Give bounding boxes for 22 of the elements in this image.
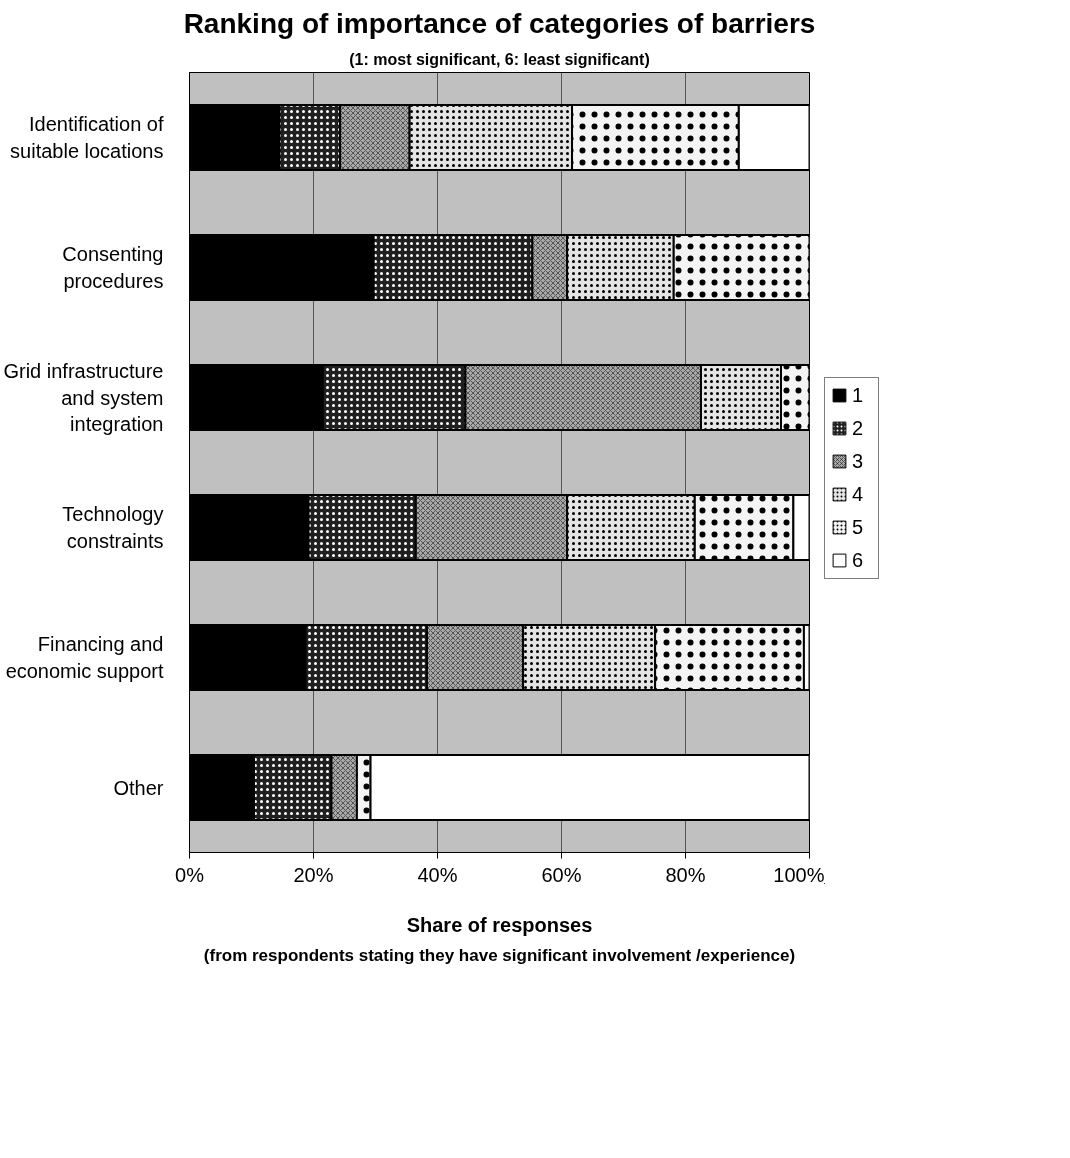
legend-label: 2 [852, 416, 865, 440]
y-tick-label: Identification of suitable locations [10, 113, 164, 162]
chart-title: Ranking of importance of categories of barriers [183, 7, 816, 39]
y-tick-label: Technology constraints [62, 503, 164, 552]
x-tick-label: 40% [417, 863, 458, 886]
x-axis-title: Share of responses [406, 913, 593, 936]
y-tick-label: Other [113, 776, 164, 799]
y-tick-label: Financing and economic support [5, 633, 164, 682]
legend-label: 1 [852, 383, 865, 407]
x-tick-label: 100% [773, 863, 825, 886]
x-tick-label: 80% [665, 863, 706, 886]
legend-label: 6 [852, 548, 865, 572]
x-tick-label: 0% [175, 863, 205, 886]
y-tick-label: Consenting procedures [62, 243, 164, 292]
legend-label: 4 [852, 482, 865, 506]
legend-label: 5 [852, 515, 865, 539]
x-tick-label: 60% [541, 863, 582, 886]
legend-label: 3 [852, 449, 865, 473]
chart-subtitle: (1: most significant, 6: least significant) [349, 50, 650, 68]
y-tick-label: Grid infrastructure and system integration [3, 360, 164, 435]
x-tick-label: 20% [293, 863, 334, 886]
text: (from respondents stating they have significant involvement /experience) [203, 945, 796, 965]
